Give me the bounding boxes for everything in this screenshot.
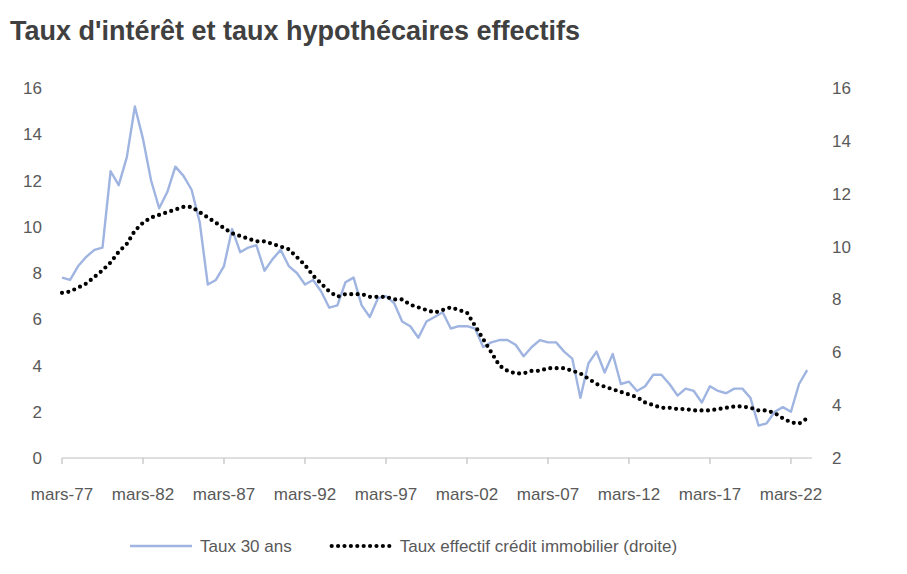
y-tick-label: 12 (23, 172, 42, 191)
x-tick (304, 458, 305, 464)
x-axis (62, 457, 812, 458)
y-tick-label: 2 (33, 403, 42, 422)
x-tick-label: mars-22 (760, 485, 822, 504)
y-tick-label: 0 (33, 449, 42, 468)
y2-tick-label: 16 (832, 79, 851, 98)
y-tick-label: 14 (23, 125, 42, 144)
x-tick (142, 458, 143, 464)
chart: Taux d'intérêt et taux hypothécaires eff… (0, 0, 907, 574)
x-tick (61, 458, 62, 464)
y-tick-label: 4 (33, 357, 42, 376)
x-tick (385, 458, 386, 464)
x-tick (709, 458, 710, 464)
x-tick-label: mars-92 (274, 485, 336, 504)
x-tick (223, 458, 224, 464)
x-tick-label: mars-12 (598, 485, 660, 504)
x-tick-label: mars-97 (355, 485, 417, 504)
title: Taux d'intérêt et taux hypothécaires eff… (10, 16, 580, 46)
legend-swatch (332, 544, 392, 548)
x-tick (628, 458, 629, 464)
x-tick (790, 458, 791, 464)
y2-tick-label: 4 (832, 396, 841, 415)
x-tick-label: mars-17 (679, 485, 741, 504)
plot-area (62, 107, 807, 426)
y2-tick-label: 10 (832, 238, 851, 257)
y2-tick-label: 8 (832, 290, 841, 309)
legend-label: Taux 30 ans (200, 537, 292, 556)
y-tick-label: 10 (23, 218, 42, 237)
legend-label: Taux effectif crédit immobilier (droite) (400, 537, 677, 556)
x-tick-label: mars-77 (31, 485, 93, 504)
y2-tick-label: 14 (832, 132, 851, 151)
x-tick-label: mars-82 (112, 485, 174, 504)
x-tick-label: mars-02 (436, 485, 498, 504)
x-tick (466, 458, 467, 464)
series-line (62, 207, 807, 424)
y-tick-label: 6 (33, 310, 42, 329)
y-tick-label: 16 (23, 79, 42, 98)
series-line (62, 107, 807, 426)
y2-tick-label: 2 (832, 449, 841, 468)
x-tick (547, 458, 548, 464)
legend-swatch (130, 545, 192, 547)
x-tick-label: mars-87 (193, 485, 255, 504)
y2-tick-label: 6 (832, 343, 841, 362)
x-tick-label: mars-07 (517, 485, 579, 504)
y-tick-label: 8 (33, 264, 42, 283)
y2-tick-label: 12 (832, 185, 851, 204)
